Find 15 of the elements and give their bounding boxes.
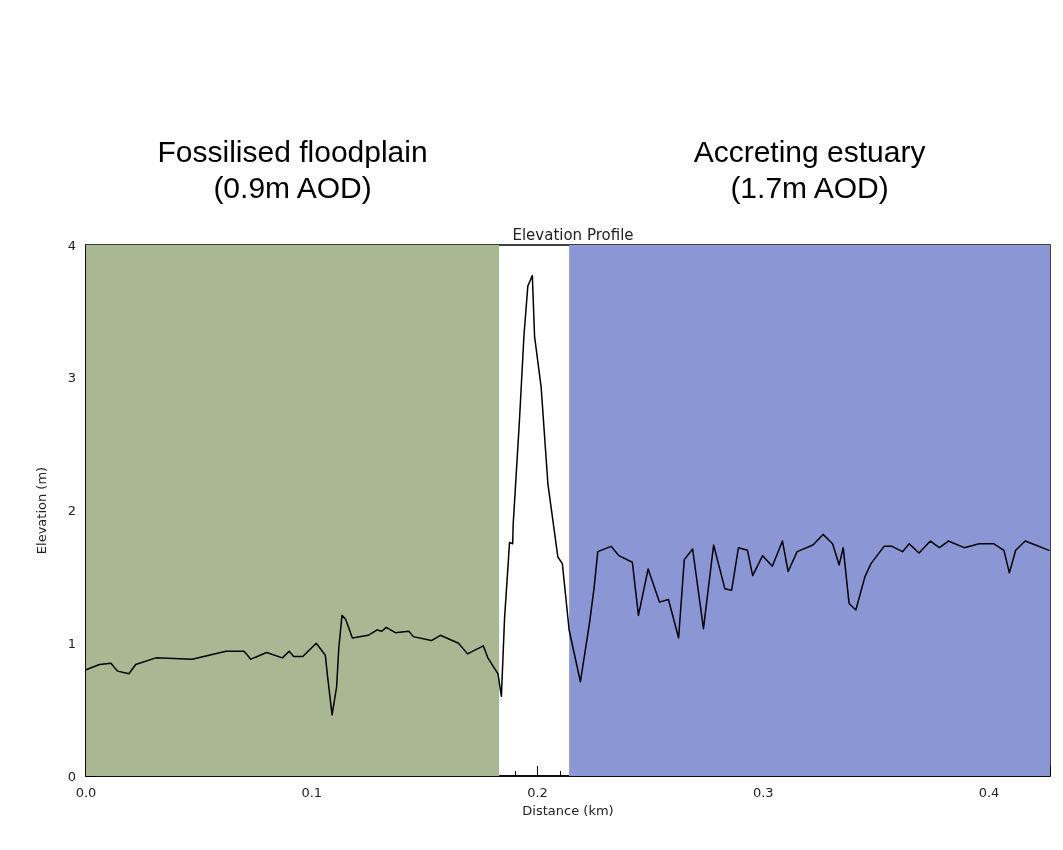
chart-title: Elevation Profile (512, 225, 634, 244)
x-tick-label: 0.2 (527, 785, 548, 800)
x-axis-title: Distance (km) (522, 803, 614, 818)
x-tick-label: 0.3 (752, 785, 774, 800)
y-tick-label: 4 (67, 237, 76, 253)
y-tick-label: 0 (67, 768, 76, 784)
band-label: Fossilised floodplain (0.9m AOD) (157, 134, 428, 204)
y-tick-label: 2 (67, 503, 76, 518)
y-tick-label: 3 (67, 370, 76, 386)
y-axis-title: Elevation (m) (34, 466, 49, 555)
x-tick-label: 0.1 (301, 785, 323, 800)
x-tick-label: 0.0 (75, 785, 97, 800)
x-tick-label: 0.4 (978, 785, 1000, 800)
band-label: Accreting estuary (1.7m AOD) (693, 134, 926, 204)
y-tick-label: 1 (67, 635, 76, 651)
